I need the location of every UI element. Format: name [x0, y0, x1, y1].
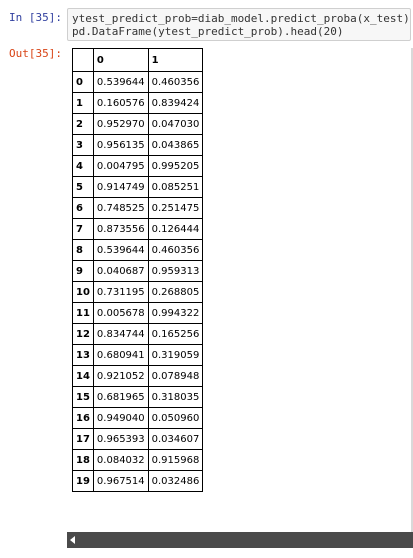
- column-header-1: 1: [147, 48, 204, 72]
- row-index: 4: [72, 155, 94, 177]
- cell-col-0: 0.681965: [92, 386, 149, 408]
- cell-col-1: 0.043865: [147, 134, 204, 156]
- cell-col-1: 0.165256: [147, 323, 204, 345]
- dataframe-table: 0 1 0 0.539644 0.460356 1 0.160576 0.839424 2 0…: [72, 48, 204, 492]
- row-index: 3: [72, 134, 94, 156]
- table-row: 8 0.539644 0.460356: [72, 239, 204, 261]
- row-index: 5: [72, 176, 94, 198]
- table-row: 15 0.681965 0.318035: [72, 386, 204, 408]
- table-body: 0 0.539644 0.460356 1 0.160576 0.839424 2 0.952…: [72, 71, 204, 492]
- row-index: 11: [72, 302, 94, 324]
- table-row: 16 0.949040 0.050960: [72, 407, 204, 429]
- row-index: 19: [72, 470, 94, 492]
- cell-col-0: 0.040687: [92, 260, 149, 282]
- cell-col-1: 0.959313: [147, 260, 204, 282]
- index-header-cell: [72, 48, 94, 72]
- cell-col-1: 0.319059: [147, 344, 204, 366]
- row-index: 7: [72, 218, 94, 240]
- table-row: 7 0.873556 0.126444: [72, 218, 204, 240]
- cell-col-0: 0.965393: [92, 428, 149, 450]
- cell-col-1: 0.050960: [147, 407, 204, 429]
- cell-col-1: 0.839424: [147, 92, 204, 114]
- table-row: 1 0.160576 0.839424: [72, 92, 204, 114]
- row-index: 1: [72, 92, 94, 114]
- row-index: 0: [72, 71, 94, 93]
- cell-col-0: 0.731195: [92, 281, 149, 303]
- cell-col-1: 0.318035: [147, 386, 204, 408]
- cell-col-0: 0.539644: [92, 71, 149, 93]
- cell-col-1: 0.460356: [147, 71, 204, 93]
- horizontal-scrollbar[interactable]: [67, 532, 413, 548]
- cell-col-0: 0.956135: [92, 134, 149, 156]
- cell-col-0: 0.921052: [92, 365, 149, 387]
- code-input-area[interactable]: ytest_predict_prob=diab_model.predict_pr…: [67, 8, 411, 41]
- row-index: 17: [72, 428, 94, 450]
- cell-col-0: 0.004795: [92, 155, 149, 177]
- cell-col-1: 0.915968: [147, 449, 204, 471]
- table-row: 3 0.956135 0.043865: [72, 134, 204, 156]
- cell-col-0: 0.952970: [92, 113, 149, 135]
- table-row: 5 0.914749 0.085251: [72, 176, 204, 198]
- cell-col-0: 0.680941: [92, 344, 149, 366]
- cell-col-0: 0.834744: [92, 323, 149, 345]
- row-index: 15: [72, 386, 94, 408]
- table-row: 17 0.965393 0.034607: [72, 428, 204, 450]
- table-row: 6 0.748525 0.251475: [72, 197, 204, 219]
- cell-col-1: 0.047030: [147, 113, 204, 135]
- cell-col-0: 0.539644: [92, 239, 149, 261]
- cell-col-1: 0.460356: [147, 239, 204, 261]
- cell-col-1: 0.085251: [147, 176, 204, 198]
- cell-col-1: 0.268805: [147, 281, 204, 303]
- table-row: 12 0.834744 0.165256: [72, 323, 204, 345]
- row-index: 6: [72, 197, 94, 219]
- cell-col-0: 0.914749: [92, 176, 149, 198]
- cell-col-1: 0.034607: [147, 428, 204, 450]
- cell-col-0: 0.005678: [92, 302, 149, 324]
- row-index: 16: [72, 407, 94, 429]
- row-index: 13: [72, 344, 94, 366]
- row-index: 18: [72, 449, 94, 471]
- table-row: 2 0.952970 0.047030: [72, 113, 204, 135]
- cell-col-1: 0.251475: [147, 197, 204, 219]
- output-prompt: Out[35]:: [9, 47, 62, 60]
- row-index: 14: [72, 365, 94, 387]
- input-prompt: In [35]:: [9, 11, 62, 24]
- row-index: 10: [72, 281, 94, 303]
- cell-col-0: 0.967514: [92, 470, 149, 492]
- cell-col-1: 0.078948: [147, 365, 204, 387]
- row-index: 8: [72, 239, 94, 261]
- triangle-left-icon[interactable]: [70, 536, 75, 544]
- cell-col-0: 0.748525: [92, 197, 149, 219]
- table-row: 19 0.967514 0.032486: [72, 470, 204, 492]
- table-row: 0 0.539644 0.460356: [72, 71, 204, 93]
- cell-col-0: 0.084032: [92, 449, 149, 471]
- cell-col-0: 0.873556: [92, 218, 149, 240]
- table-row: 13 0.680941 0.319059: [72, 344, 204, 366]
- row-index: 2: [72, 113, 94, 135]
- row-index: 12: [72, 323, 94, 345]
- cell-col-1: 0.126444: [147, 218, 204, 240]
- cell-col-1: 0.994322: [147, 302, 204, 324]
- output-scroll-edge: [411, 48, 413, 532]
- cell-col-1: 0.032486: [147, 470, 204, 492]
- output-area: 0 1 0 0.539644 0.460356 1 0.160576 0.839424 2 0…: [72, 48, 204, 492]
- table-row: 14 0.921052 0.078948: [72, 365, 204, 387]
- table-row: 9 0.040687 0.959313: [72, 260, 204, 282]
- column-header-0: 0: [92, 48, 149, 72]
- table-header-row: 0 1: [72, 48, 204, 72]
- table-row: 18 0.084032 0.915968: [72, 449, 204, 471]
- table-row: 4 0.004795 0.995205: [72, 155, 204, 177]
- table-row: 11 0.005678 0.994322: [72, 302, 204, 324]
- cell-col-0: 0.160576: [92, 92, 149, 114]
- cell-col-1: 0.995205: [147, 155, 204, 177]
- cell-col-0: 0.949040: [92, 407, 149, 429]
- row-index: 9: [72, 260, 94, 282]
- table-row: 10 0.731195 0.268805: [72, 281, 204, 303]
